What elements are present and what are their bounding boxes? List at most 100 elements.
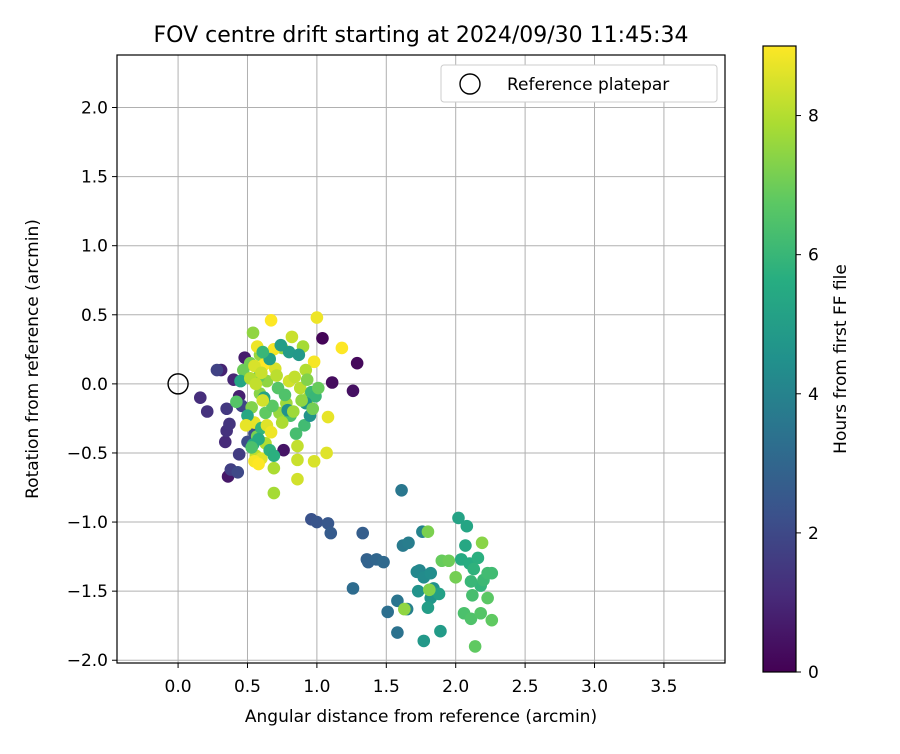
x-tick-label: 3.0 — [581, 677, 608, 697]
data-point — [464, 575, 478, 588]
y-tick-label: 0.0 — [81, 375, 108, 395]
colorbar-tick-label: 6 — [808, 246, 819, 266]
data-point — [256, 394, 270, 407]
x-tick-label: 1.0 — [303, 677, 330, 697]
data-point — [350, 356, 364, 370]
data-point — [230, 395, 243, 409]
colorbar: 0 2 4 6 8 Hours from first FF file — [762, 45, 851, 683]
data-point — [316, 331, 329, 345]
data-point — [381, 605, 394, 619]
colorbar-tick-label: 8 — [808, 107, 819, 127]
data-point — [256, 345, 270, 359]
y-tick-label: 1.0 — [81, 237, 108, 257]
data-point — [298, 419, 311, 432]
data-point — [249, 377, 263, 391]
data-points — [193, 311, 499, 653]
x-tick-label: 3.5 — [650, 677, 677, 697]
x-tick-label: 0.0 — [165, 677, 192, 697]
data-point — [307, 454, 321, 468]
data-point — [288, 370, 301, 384]
legend: Reference platepar — [440, 64, 718, 103]
data-point — [346, 582, 360, 595]
data-point — [432, 587, 446, 601]
data-point — [307, 355, 321, 369]
data-point — [402, 536, 415, 550]
y-tick-label: −0.5 — [67, 444, 108, 464]
data-point — [289, 427, 303, 440]
data-point — [278, 388, 292, 402]
data-point — [466, 588, 479, 602]
data-point — [234, 374, 247, 388]
data-point — [218, 435, 232, 449]
legend-marker — [459, 73, 481, 95]
data-point — [460, 519, 474, 533]
data-point — [481, 591, 494, 605]
data-point — [468, 640, 482, 653]
data-point — [449, 571, 463, 584]
legend-box — [440, 64, 718, 103]
data-point — [264, 314, 278, 327]
colorbar-ticks: 0 2 4 6 8 — [796, 107, 819, 683]
colorbar-gradient — [762, 45, 797, 673]
data-point — [391, 626, 404, 639]
data-point — [356, 526, 369, 540]
plot-frame — [116, 54, 726, 664]
data-point — [421, 601, 435, 615]
data-point — [299, 363, 313, 377]
data-point — [335, 341, 349, 355]
grid-lines — [117, 55, 725, 663]
data-point — [220, 402, 233, 416]
data-point — [485, 613, 499, 627]
data-point — [223, 417, 236, 431]
y-tick-label: −2.0 — [67, 651, 108, 671]
data-point — [310, 311, 324, 324]
data-point — [474, 606, 487, 620]
data-point — [471, 551, 485, 565]
data-point — [475, 536, 489, 550]
data-point — [291, 453, 304, 467]
data-point — [321, 410, 335, 424]
y-tick-label: 2.0 — [81, 99, 108, 119]
data-point — [245, 441, 258, 454]
data-point — [459, 539, 472, 552]
data-point — [241, 409, 254, 422]
y-axis-label: Rotation from reference (arcmin) — [23, 219, 43, 499]
data-point — [200, 405, 214, 418]
colorbar-tick-label: 4 — [808, 385, 819, 405]
reference-marker — [167, 373, 189, 395]
data-point — [442, 554, 456, 568]
y-axis-ticks: −2.0 −1.5 −1.0 −0.5 0.0 0.5 1.0 1.5 2.0 — [67, 99, 117, 671]
data-point — [311, 381, 325, 395]
y-tick-label: 1.5 — [81, 168, 108, 188]
data-point — [452, 511, 465, 525]
data-point — [293, 381, 307, 395]
data-point — [292, 348, 306, 362]
colorbar-tick-label: 2 — [808, 524, 819, 544]
data-point — [291, 439, 304, 453]
data-point — [434, 624, 447, 638]
data-point — [411, 584, 425, 598]
colorbar-tick-label: 0 — [808, 663, 819, 683]
data-point — [285, 330, 299, 344]
data-point — [286, 405, 300, 418]
x-axis-label: Angular distance from reference (arcmin) — [245, 707, 597, 727]
data-point — [267, 461, 281, 475]
data-point — [295, 394, 308, 407]
data-point — [210, 363, 224, 377]
data-point — [417, 634, 431, 648]
data-point — [264, 425, 278, 439]
x-tick-label: 2.5 — [512, 677, 539, 697]
data-point — [398, 602, 411, 616]
chart-title: FOV centre drift starting at 2024/09/30 … — [154, 23, 689, 48]
data-point — [255, 366, 268, 380]
legend-label: Reference platepar — [507, 75, 669, 95]
data-point — [321, 517, 335, 530]
data-point — [467, 562, 481, 576]
x-tick-label: 2.0 — [442, 677, 469, 697]
data-point — [267, 486, 281, 500]
data-point — [193, 391, 207, 404]
data-point — [252, 432, 265, 446]
data-point — [267, 449, 281, 463]
x-tick-label: 1.5 — [373, 677, 400, 697]
data-point — [266, 399, 279, 413]
